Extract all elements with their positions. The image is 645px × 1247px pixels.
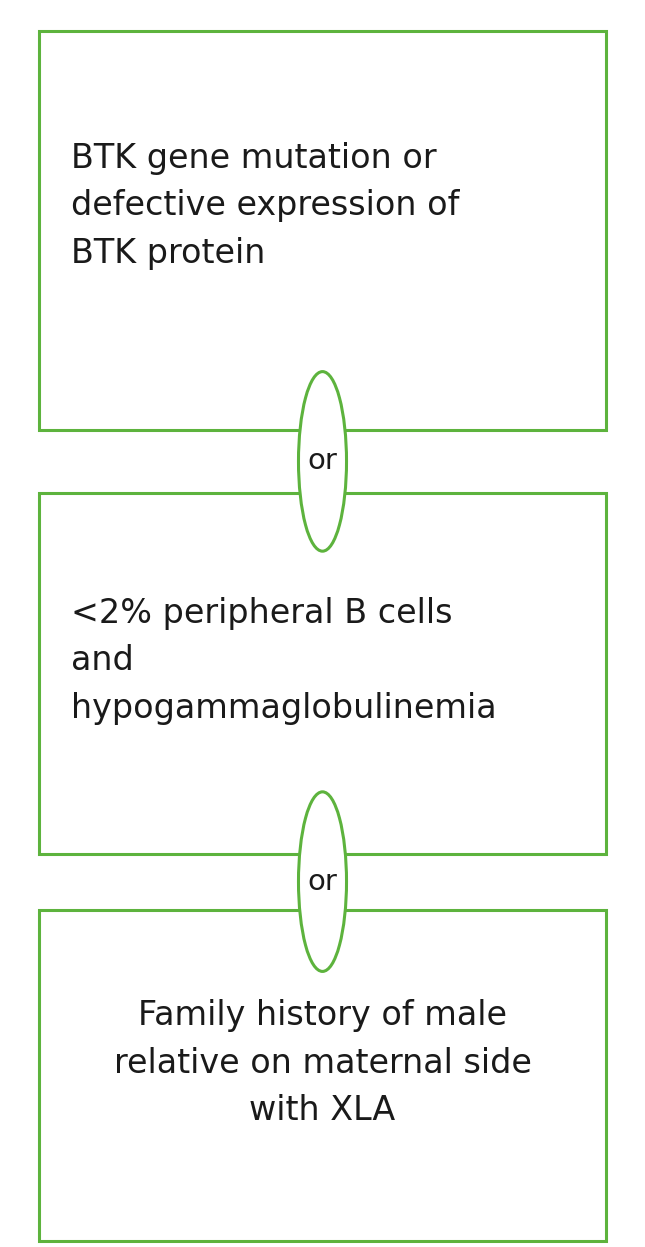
FancyBboxPatch shape: [39, 493, 606, 854]
Text: or: or: [308, 448, 337, 475]
Ellipse shape: [299, 792, 346, 971]
Text: or: or: [308, 868, 337, 895]
Ellipse shape: [299, 372, 346, 551]
FancyBboxPatch shape: [39, 31, 606, 430]
Text: <2% peripheral B cells
and
hypogammaglobulinemia: <2% peripheral B cells and hypogammaglob…: [71, 597, 497, 725]
FancyBboxPatch shape: [39, 910, 606, 1241]
Text: Family history of male
relative on maternal side
with XLA: Family history of male relative on mater…: [114, 999, 531, 1127]
Text: BTK gene mutation or
defective expression of
BTK protein: BTK gene mutation or defective expressio…: [71, 142, 459, 269]
